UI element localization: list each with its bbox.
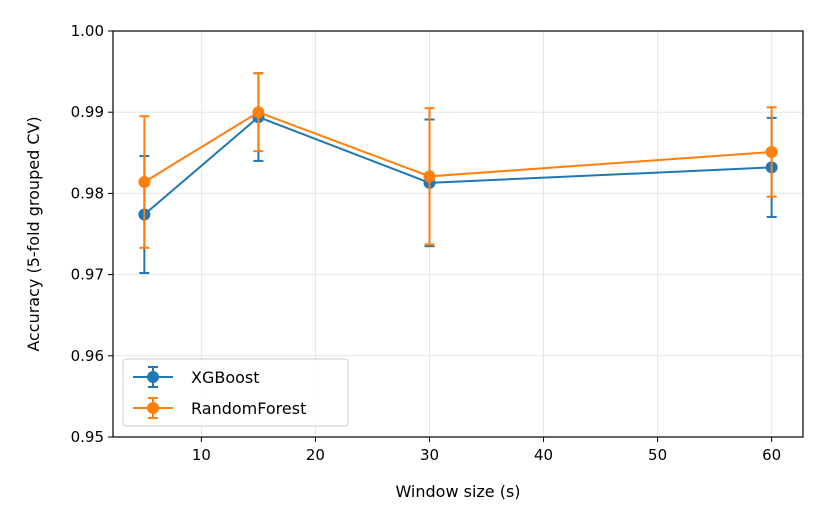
data-point bbox=[423, 170, 436, 183]
series-line bbox=[143, 115, 772, 216]
x-tick-label: 40 bbox=[534, 446, 553, 464]
y-tick-label: 1.00 bbox=[71, 22, 104, 40]
y-axis-label: Accuracy (5-fold grouped CV) bbox=[24, 116, 43, 351]
legend-marker bbox=[147, 402, 159, 414]
y-tick-label: 0.95 bbox=[71, 428, 104, 446]
legend-marker bbox=[147, 371, 159, 383]
legend: XGBoost RandomForest bbox=[122, 358, 349, 427]
plot-series bbox=[138, 72, 778, 274]
series-line bbox=[143, 111, 772, 183]
data-point bbox=[138, 176, 151, 189]
legend-label: XGBoost bbox=[191, 368, 260, 387]
y-tick-label: 0.96 bbox=[71, 347, 104, 365]
series-randomforest bbox=[138, 72, 778, 249]
plot-frame bbox=[112, 30, 804, 438]
x-tick-label: 50 bbox=[648, 446, 667, 464]
x-tick-label: 30 bbox=[420, 446, 439, 464]
x-tick-label: 20 bbox=[306, 446, 325, 464]
y-tick-label: 0.97 bbox=[71, 266, 104, 284]
x-tick-label: 60 bbox=[762, 446, 781, 464]
y-tick-label: 0.99 bbox=[71, 103, 104, 121]
legend-label: RandomForest bbox=[191, 399, 306, 418]
legend-box bbox=[122, 358, 349, 427]
x-tick-label: 10 bbox=[192, 446, 211, 464]
y-tick-label: 0.98 bbox=[71, 184, 104, 202]
data-point bbox=[765, 145, 778, 158]
data-point bbox=[252, 106, 265, 119]
x-axis-label: Window size (s) bbox=[395, 482, 520, 501]
axis-ticks: 10 20 30 40 50 60 0.95 0.96 0.97 0.98 0.99 1.00 bbox=[71, 22, 782, 464]
